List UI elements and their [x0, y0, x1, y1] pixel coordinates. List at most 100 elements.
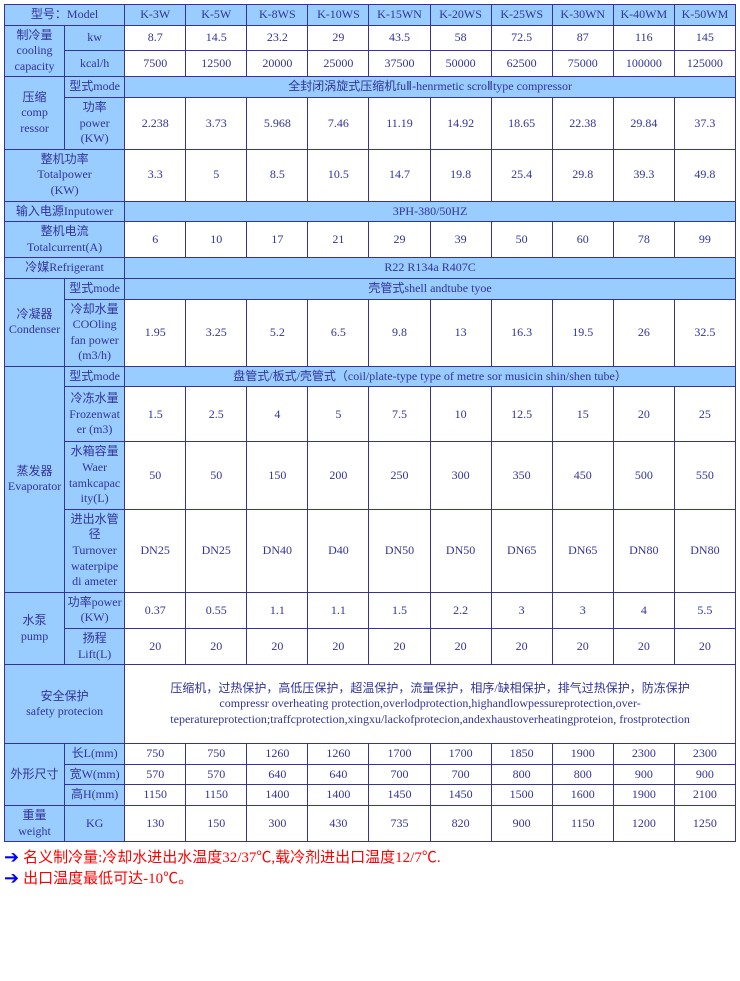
dim-l-7: 1900 — [552, 744, 613, 765]
pump-lift-0: 20 — [125, 629, 186, 665]
cooling-kw-1: 14.5 — [186, 25, 247, 51]
dim-w-8: 900 — [613, 764, 674, 785]
pump-lift-9: 20 — [674, 629, 735, 665]
totalpower-1: 5 — [186, 149, 247, 201]
model-0: K-3W — [125, 5, 186, 26]
dim-h-5: 1450 — [430, 785, 491, 806]
cooling-kcal-6: 62500 — [491, 51, 552, 77]
hdr-totalpower: 整机功率Totalpower(KW) — [5, 149, 125, 201]
comp-power-7: 22.38 — [552, 97, 613, 149]
pump-power-1: 0.55 — [186, 592, 247, 628]
dim-w-7: 800 — [552, 764, 613, 785]
dim-l-3: 1260 — [308, 744, 369, 765]
evap-tank-4: 250 — [369, 442, 430, 509]
pump-power-7: 3 — [552, 592, 613, 628]
row-totalpower: 整机功率Totalpower(KW) 3.3 5 8.5 10.5 14.7 1… — [5, 149, 736, 201]
hdr-dim-h: 高H(mm) — [65, 785, 125, 806]
arrow-icon: ➔ — [4, 869, 19, 887]
hdr-refrigerant: 冷媒Refrigerant — [5, 258, 125, 279]
hdr-cond-mode: 型式mode — [65, 278, 125, 299]
evap-tank-1: 50 — [186, 442, 247, 509]
comp-power-2: 5.968 — [247, 97, 308, 149]
dim-l-1: 750 — [186, 744, 247, 765]
evap-pipe-4: DN50 — [369, 509, 430, 592]
compressor-mode-val: 全封闭涡旋式压缩机fuⅡ-henrmetic scroⅡtype compres… — [125, 77, 736, 98]
dim-h-7: 1600 — [552, 785, 613, 806]
dim-w-9: 900 — [674, 764, 735, 785]
cooling-kcal-4: 37500 — [369, 51, 430, 77]
dim-h-9: 2100 — [674, 785, 735, 806]
evap-frozen-5: 10 — [430, 387, 491, 442]
cond-flow-2: 5.2 — [247, 299, 308, 366]
cond-flow-7: 19.5 — [552, 299, 613, 366]
row-dim-h: 高H(mm) 1150 1150 1400 1400 1450 1450 150… — [5, 785, 736, 806]
cooling-kcal-7: 75000 — [552, 51, 613, 77]
evap-frozen-8: 20 — [613, 387, 674, 442]
hdr-weight-unit: KG — [65, 805, 125, 841]
evap-frozen-1: 2.5 — [186, 387, 247, 442]
evap-pipe-5: DN50 — [430, 509, 491, 592]
weight-3: 430 — [308, 805, 369, 841]
dim-h-3: 1400 — [308, 785, 369, 806]
evap-pipe-9: DN80 — [674, 509, 735, 592]
comp-power-0: 2.238 — [125, 97, 186, 149]
cooling-kw-6: 72.5 — [491, 25, 552, 51]
weight-1: 150 — [186, 805, 247, 841]
cond-flow-5: 13 — [430, 299, 491, 366]
row-dim-l: 外形尺寸 长L(mm) 750 750 1260 1260 1700 1700 … — [5, 744, 736, 765]
weight-9: 1250 — [674, 805, 735, 841]
evap-tank-9: 550 — [674, 442, 735, 509]
footnote-1-text: 名义制冷量:冷却水进出水温度32/37℃,载冷剂进出口温度12/7℃. — [23, 846, 441, 867]
pump-lift-8: 20 — [613, 629, 674, 665]
hdr-cooling-kcal: kcal/h — [65, 51, 125, 77]
totalcurrent-9: 99 — [674, 222, 735, 258]
row-evap-frozen: 冷冻水量Frozenwater (m3) 1.5 2.5 4 5 7.5 10 … — [5, 387, 736, 442]
pump-power-0: 0.37 — [125, 592, 186, 628]
dim-w-0: 570 — [125, 764, 186, 785]
evap-pipe-2: DN40 — [247, 509, 308, 592]
row-condenser-mode: 冷凝器Condenser 型式mode 壳管式shell andtube tyo… — [5, 278, 736, 299]
evap-tank-0: 50 — [125, 442, 186, 509]
dim-h-6: 1500 — [491, 785, 552, 806]
model-3: K-10WS — [308, 5, 369, 26]
cooling-kcal-9: 125000 — [674, 51, 735, 77]
pump-lift-4: 20 — [369, 629, 430, 665]
hdr-pump-lift: 扬程Lift(L) — [65, 629, 125, 665]
hdr-pump: 水泵pump — [5, 592, 65, 664]
row-condenser-flow: 冷却水量COOlingfan power(m3/h) 1.95 3.25 5.2… — [5, 299, 736, 366]
model-6: K-25WS — [491, 5, 552, 26]
hdr-evap-pipe: 进出水管径Turnoverwaterpipedi ameter — [65, 509, 125, 592]
totalpower-3: 10.5 — [308, 149, 369, 201]
dim-h-4: 1450 — [369, 785, 430, 806]
evap-frozen-6: 12.5 — [491, 387, 552, 442]
evap-pipe-3: D40 — [308, 509, 369, 592]
cond-flow-1: 3.25 — [186, 299, 247, 366]
weight-0: 130 — [125, 805, 186, 841]
totalpower-0: 3.3 — [125, 149, 186, 201]
row-refrigerant: 冷媒Refrigerant R22 R134a R407C — [5, 258, 736, 279]
row-safety: 安全保护safety protecion 压缩机，过热保护，高低压保护，超温保护… — [5, 665, 736, 744]
hdr-compressor: 压缩compressor — [5, 77, 65, 149]
totalcurrent-3: 21 — [308, 222, 369, 258]
weight-7: 1150 — [552, 805, 613, 841]
dim-h-2: 1400 — [247, 785, 308, 806]
comp-power-8: 29.84 — [613, 97, 674, 149]
hdr-evap-tank: 水箱容量Waertamkcapacity(L) — [65, 442, 125, 509]
dim-w-5: 700 — [430, 764, 491, 785]
totalpower-4: 14.7 — [369, 149, 430, 201]
cond-flow-6: 16.3 — [491, 299, 552, 366]
dim-l-0: 750 — [125, 744, 186, 765]
evap-frozen-4: 7.5 — [369, 387, 430, 442]
weight-4: 735 — [369, 805, 430, 841]
pump-power-5: 2.2 — [430, 592, 491, 628]
footnote-1: ➔ 名义制冷量:冷却水进出水温度32/37℃,载冷剂进出口温度12/7℃. — [4, 846, 736, 867]
evap-frozen-0: 1.5 — [125, 387, 186, 442]
row-totalcurrent: 整机电流Totalcurrent(A) 6 10 17 21 29 39 50 … — [5, 222, 736, 258]
hdr-evap-frozen: 冷冻水量Frozenwater (m3) — [65, 387, 125, 442]
comp-power-3: 7.46 — [308, 97, 369, 149]
dim-l-8: 2300 — [613, 744, 674, 765]
model-4: K-15WN — [369, 5, 430, 26]
hdr-cooling-kw: kw — [65, 25, 125, 51]
totalpower-7: 29.8 — [552, 149, 613, 201]
totalcurrent-6: 50 — [491, 222, 552, 258]
